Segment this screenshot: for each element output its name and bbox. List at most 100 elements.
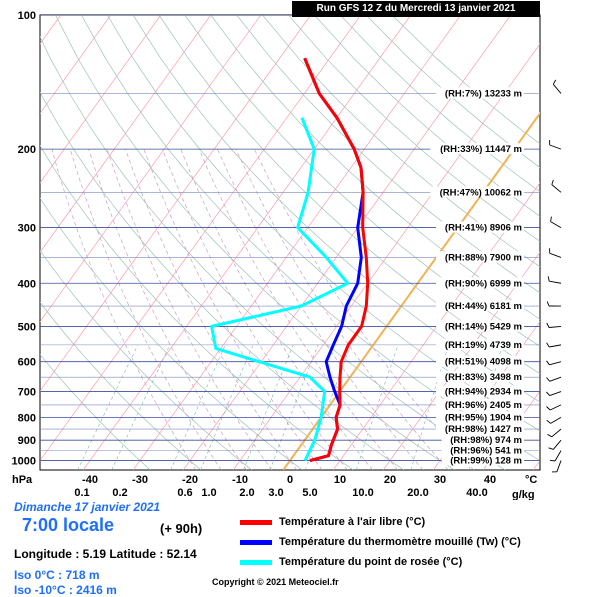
y-tick-label: 600: [18, 357, 36, 369]
wind-barb: [552, 461, 561, 472]
wind-barb: [547, 417, 561, 423]
y-tick-label: 1000: [12, 456, 36, 468]
wind-barb-shaft: [551, 417, 561, 423]
iso-0-height: Iso 0°C : 718 m: [14, 568, 100, 582]
wind-barb: [550, 451, 561, 461]
wind-barb-shaft: [552, 429, 561, 437]
y-axis-label: hPa: [12, 474, 33, 486]
mixing-ratio-label: 0.1: [74, 487, 89, 499]
legend-item-wetbulb: Température du thermomètre mouillé (Tw) …: [240, 536, 521, 548]
wind-barb: [548, 276, 561, 283]
legend-item-dewpoint: Température du point de rosée (°C): [240, 556, 462, 568]
wind-barb: [547, 343, 561, 347]
level-label: (RH:83%) 3498 m: [445, 372, 522, 383]
wind-barb-shaft: [550, 405, 561, 410]
wind-barb-shaft: [553, 440, 561, 449]
level-label: (RH:98%) 974 m: [450, 435, 522, 446]
mixing-ratio-label: 10.0: [352, 487, 373, 499]
wind-barb-shaft: [549, 326, 561, 327]
wind-barb-flag: [551, 217, 552, 222]
wind-barb-shaft: [550, 392, 561, 396]
level-label: (RH:51%) 4098 m: [445, 357, 522, 368]
wind-barb: [547, 361, 562, 365]
run-title: Run GFS 12 Z du Mercredi 13 janvier 2021: [292, 1, 540, 17]
level-label: (RH:96%) 2405 m: [445, 400, 522, 411]
wind-barb-shaft: [550, 253, 561, 257]
level-label: (RH:95%) 1904 m: [445, 412, 522, 423]
wind-barb: [552, 180, 561, 192]
legend-swatch-red: [240, 520, 272, 525]
wind-barb-flag: [552, 180, 554, 185]
wind-barb-flag: [546, 378, 549, 382]
y-tick-label: 700: [18, 387, 36, 399]
wind-barb: [547, 429, 561, 437]
legend-item-temperature: Température à l'air libre (°C): [240, 516, 425, 528]
wind-barb-flag: [546, 392, 549, 396]
wind-barb-flag: [548, 276, 549, 281]
legend-swatch-cyan: [240, 560, 272, 565]
wind-barb-shaft: [549, 281, 561, 283]
wind-barb-shaft: [550, 377, 561, 381]
wind-barb-flag: [547, 301, 549, 306]
wind-barb-shaft: [552, 185, 561, 193]
level-label: (RH:94%) 2934 m: [445, 387, 522, 398]
level-label: (RH:44%) 6181 m: [445, 301, 522, 312]
level-label: (RH:98%) 1427 m: [445, 424, 522, 435]
y-tick-label: 100: [18, 10, 36, 22]
mixing-ratio-label: 5.0: [302, 487, 317, 499]
y-tick-label: 400: [18, 278, 36, 290]
wind-barb-flag: [547, 361, 550, 365]
level-label: (RH:41%) 8906 m: [445, 223, 522, 234]
mixing-ratio-label: 0.6: [177, 487, 192, 499]
level-label: (RH:99%) 128 m: [450, 456, 522, 467]
wind-barb-flag: [547, 407, 551, 411]
level-label: (RH:14%) 5429 m: [445, 321, 522, 332]
skewt-chart: 1002003004005006007008009001000-40-30-20…: [0, 0, 595, 500]
wind-barb: [553, 80, 561, 94]
wind-barb: [546, 377, 561, 381]
mixing-ratio-label: 2.0: [239, 487, 254, 499]
mixing-ratio-label: 1.0: [201, 487, 216, 499]
wind-barb-shaft: [549, 362, 561, 365]
x-tick-label: 10: [334, 474, 346, 486]
mixing-ratio-label: 20.0: [407, 487, 428, 499]
wind-barb-shaft: [550, 145, 561, 149]
wind-barb-flag: [553, 80, 555, 84]
forecast-date: Dimanche 17 janvier 2021: [14, 500, 160, 514]
isotherm-line: [533, 15, 595, 470]
x-tick-label: 40: [484, 474, 496, 486]
wind-barb: [547, 323, 561, 328]
level-label: (RH:96%) 541 m: [450, 446, 522, 457]
y-tick-label: 800: [18, 412, 36, 424]
x-tick-label: 20: [384, 474, 396, 486]
wind-barb-flag: [547, 434, 551, 436]
local-time: 7:00 locale: [22, 515, 114, 536]
wind-barb: [550, 248, 561, 257]
wind-barb: [547, 405, 562, 410]
wind-barb-flag: [547, 343, 550, 347]
wind-barb: [551, 217, 561, 228]
legend-swatch-blue: [240, 540, 272, 545]
iso-minus10-height: Iso -10°C : 2416 m: [14, 583, 117, 597]
x-tick-label: -20: [182, 474, 198, 486]
x-tick-label: -10: [232, 474, 248, 486]
wind-barb-flag: [549, 448, 554, 450]
y-tick-label: 900: [18, 435, 36, 447]
mixing-ratio-label: 40.0: [466, 487, 487, 499]
legend-label: Température du point de rosée (°C): [279, 556, 462, 568]
level-label: (RH:19%) 4739 m: [445, 340, 522, 351]
x-tick-label: 30: [434, 474, 446, 486]
x-tick-label: 0: [287, 474, 293, 486]
y-tick-label: 300: [18, 223, 36, 235]
wind-barb-shaft: [551, 222, 561, 228]
wind-barb-shaft: [549, 345, 561, 347]
legend-label: Température du thermomètre mouillé (Tw) …: [279, 536, 521, 548]
wind-barb-shaft: [557, 461, 561, 472]
wind-barb-shaft: [555, 451, 561, 461]
lead-time: (+ 90h): [160, 521, 202, 536]
mixing-ratio-unit: g/kg: [512, 489, 535, 500]
wind-barb: [549, 440, 561, 449]
wind-barb: [547, 301, 561, 306]
level-label: (RH:33%) 11447 m: [440, 144, 522, 155]
level-label: (RH:90%) 6999 m: [445, 278, 522, 289]
